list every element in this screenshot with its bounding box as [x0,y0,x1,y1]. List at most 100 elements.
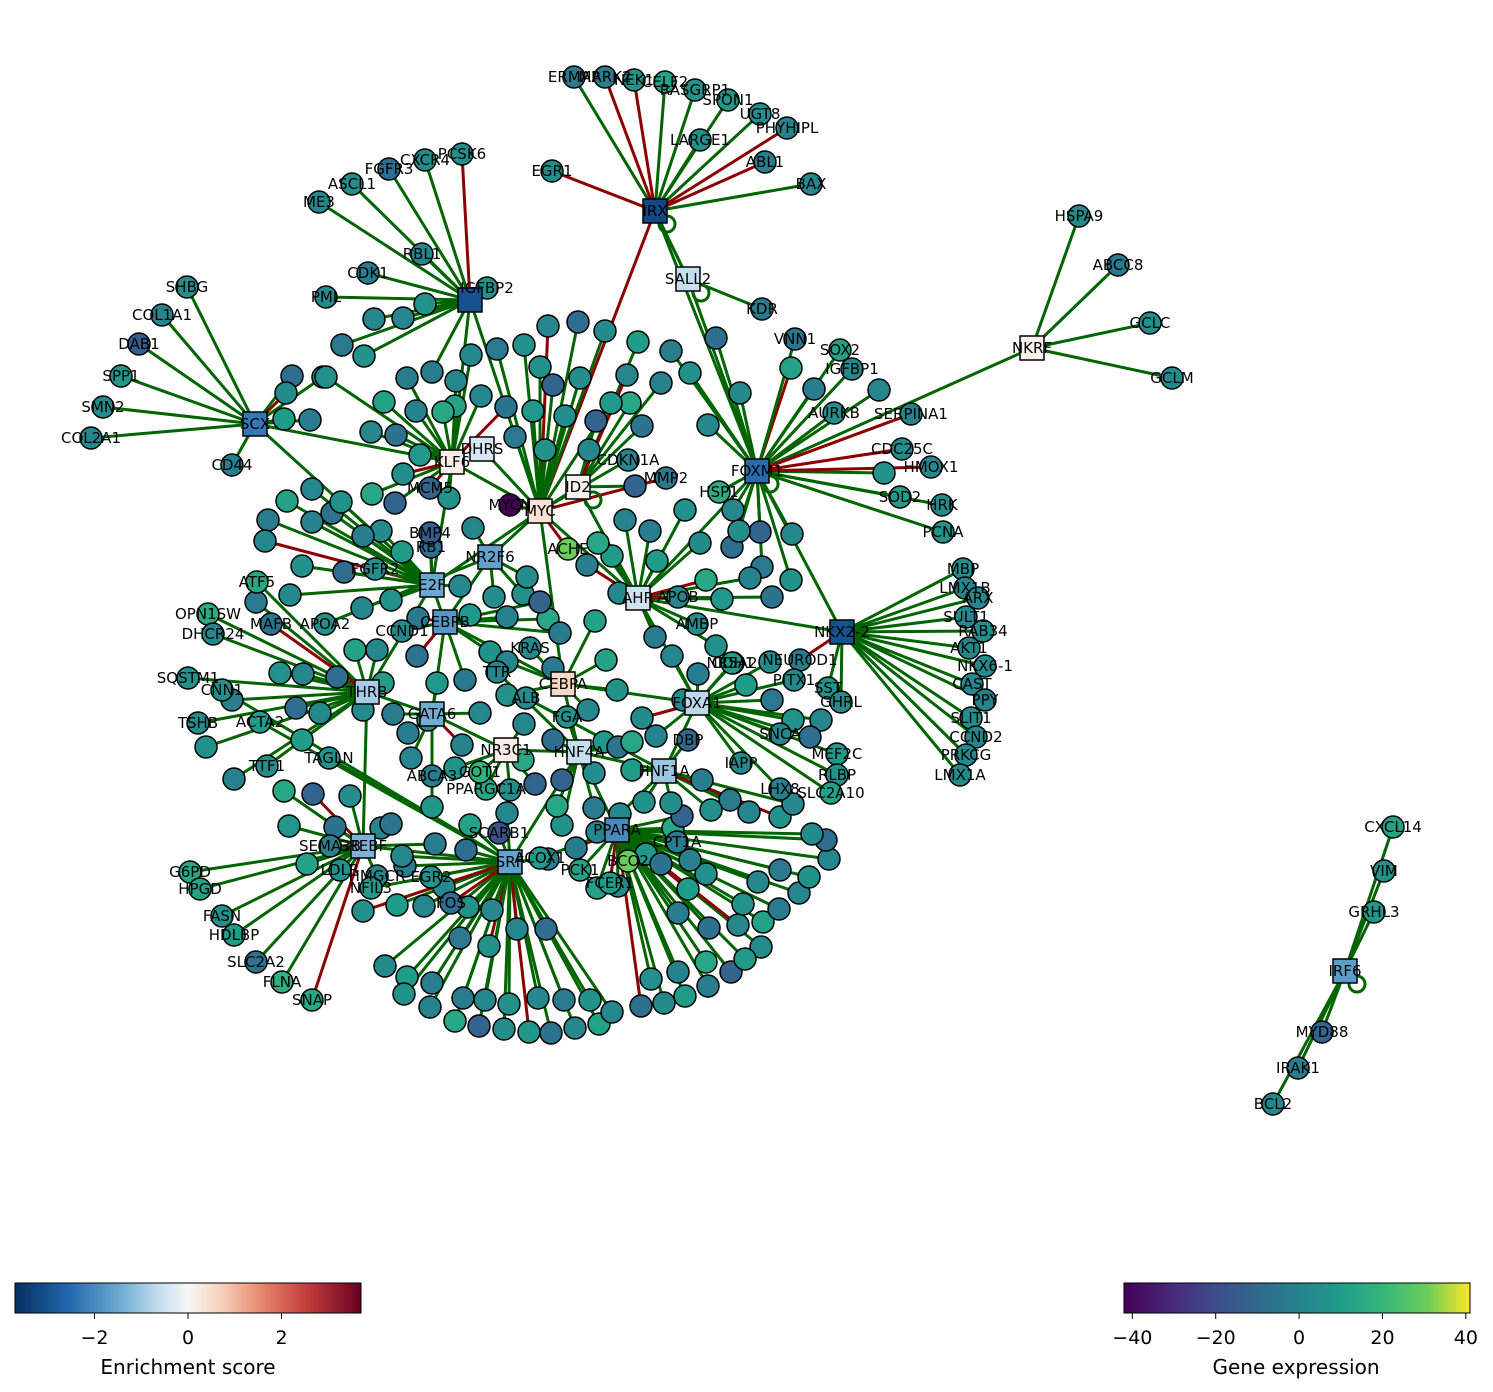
gene-node-dhcr24[interactable] [201,622,225,646]
gene-node[interactable] [748,520,772,544]
gene-node-lmx1a[interactable] [948,763,972,787]
gene-node-cdk1[interactable] [356,261,380,285]
gene-node[interactable] [351,899,375,923]
gene-node[interactable] [425,671,449,695]
gene-node[interactable] [450,733,474,757]
gene-node-hpgd[interactable] [188,877,212,901]
gene-node[interactable] [418,995,442,1019]
gene-node[interactable] [395,366,419,390]
gene-node[interactable] [867,378,891,402]
gene-node[interactable] [482,585,506,609]
gene-node-bmp4[interactable] [418,521,442,545]
gene-node[interactable] [359,420,383,444]
gene-node[interactable] [578,988,602,1012]
gene-node[interactable] [454,838,478,862]
gene-node-abca3[interactable] [420,764,444,788]
tf-node-klf6[interactable] [439,449,465,475]
tf-node-nkx2-2[interactable] [829,619,855,645]
gene-node[interactable] [710,587,734,611]
gene-node-dab1[interactable] [127,332,151,356]
gene-node[interactable] [568,366,592,390]
gene-node-rasgrp1[interactable] [683,78,707,102]
gene-node[interactable] [673,984,697,1008]
gene-node[interactable] [615,363,639,387]
gene-node[interactable] [694,568,718,592]
gene-node[interactable] [253,529,277,553]
gene-node[interactable] [373,954,397,978]
gene-node[interactable] [330,333,354,357]
gene-node-slc2a10[interactable] [819,781,843,805]
gene-node[interactable] [399,746,423,770]
gene-node[interactable] [381,702,405,726]
tf-node-hnf4a[interactable] [566,739,592,765]
gene-node[interactable] [290,554,314,578]
gene-node-spp1[interactable] [109,364,133,388]
gene-node-aurkb[interactable] [822,401,846,425]
gene-node[interactable] [351,524,375,548]
gene-node-pck1[interactable] [568,858,592,882]
gene-node-cdc25c[interactable] [890,437,914,461]
gene-node[interactable] [694,862,718,886]
gene-node-abl1[interactable] [753,150,777,174]
gene-node[interactable] [809,708,833,732]
gene-node[interactable] [495,801,519,825]
gene-node-cpt1a[interactable] [665,830,689,854]
gene-node-cnn1[interactable] [210,678,234,702]
gene-node[interactable] [528,590,552,614]
tf-node-nr3c1[interactable] [493,737,519,763]
gene-node-hdlbp[interactable] [222,923,246,947]
gene-node[interactable] [630,706,654,730]
gene-node[interactable] [372,390,396,414]
gene-node[interactable] [638,519,662,543]
gene-node[interactable] [256,508,280,532]
gene-node[interactable] [459,343,483,367]
gene-node[interactable] [528,355,552,379]
gene-node[interactable] [802,377,826,401]
gene-node[interactable] [477,934,501,958]
gene-node[interactable] [350,596,374,620]
gene-node[interactable] [553,404,577,428]
tf-node-hnf1a[interactable] [651,758,677,784]
gene-node[interactable] [539,1021,563,1045]
gene-node-vim[interactable] [1372,859,1396,883]
gene-node[interactable] [623,474,647,498]
tf-node-irx[interactable] [642,198,668,224]
tf-node-foxa1[interactable] [684,690,710,716]
gene-node[interactable] [697,916,721,940]
gene-node-vnn1[interactable] [783,327,807,351]
gene-node[interactable] [268,661,292,685]
gene-node-mcm5[interactable] [418,476,442,500]
gene-node-bax[interactable] [799,172,823,196]
gene-node-acta2[interactable] [248,710,272,734]
gene-node[interactable] [494,395,518,419]
gene-node[interactable] [325,665,349,689]
gene-node[interactable] [473,988,497,1012]
gene-node-flna[interactable] [270,970,294,994]
gene-node[interactable] [678,848,702,872]
gene-node[interactable] [396,721,420,745]
gene-node[interactable] [738,566,762,590]
gene-node[interactable] [329,490,353,514]
gene-node[interactable] [767,897,791,921]
gene-node-sox2[interactable] [828,338,852,362]
gene-node[interactable] [696,974,720,998]
gene-node[interactable] [576,698,600,722]
gene-node[interactable] [495,605,519,629]
gene-node-cd44b[interactable] [468,760,492,784]
tf-node-foxm1[interactable] [744,458,770,484]
tf-node-dhrs[interactable] [469,436,495,462]
gene-node[interactable] [314,365,338,389]
gene-node[interactable] [277,814,301,838]
gene-node-pitx1[interactable] [782,668,806,692]
tf-node-cebpb[interactable] [432,609,458,635]
gene-node[interactable] [872,461,896,485]
gene-node-kras[interactable] [518,636,542,660]
gene-node[interactable] [278,583,302,607]
gene-node-fos[interactable] [439,891,463,915]
gene-node-large1[interactable] [688,128,712,152]
gene-node[interactable] [666,901,690,925]
gene-node[interactable] [536,314,560,338]
tf-node-trps[interactable] [457,287,483,313]
gene-node[interactable] [575,553,599,577]
gene-node-arx[interactable] [966,586,990,610]
